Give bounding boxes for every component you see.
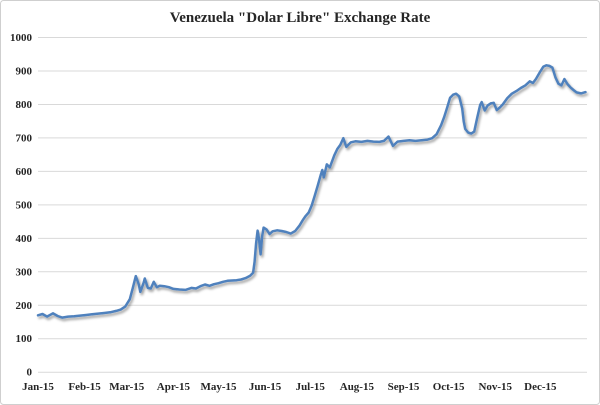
- y-tick-label: 500: [16, 199, 33, 211]
- y-tick-label: 800: [16, 99, 33, 111]
- x-tick-label: Nov-15: [478, 381, 512, 393]
- y-tick-label: 100: [16, 333, 33, 345]
- x-tick-label: May-15: [200, 381, 237, 393]
- x-tick-label: Jul-15: [296, 381, 326, 393]
- x-tick-label: Dec-15: [524, 381, 557, 393]
- x-tick-label: Mar-15: [109, 381, 145, 393]
- y-tick-label: 0: [27, 367, 33, 379]
- y-tick-label: 900: [16, 65, 33, 77]
- x-tick-label: Sep-15: [388, 381, 420, 393]
- y-tick-label: 200: [16, 300, 33, 312]
- x-tick-label: Oct-15: [433, 381, 465, 393]
- y-tick-label: 1000: [10, 32, 33, 44]
- x-tick-label: Jun-15: [249, 381, 282, 393]
- chart-title: Venezuela "Dolar Libre" Exchange Rate: [170, 10, 431, 26]
- x-tick-label: Apr-15: [157, 381, 191, 393]
- x-tick-label: Feb-15: [68, 381, 101, 393]
- y-axis-labels: 0 100 200 300 400 500 600 700 800 900 1000: [10, 32, 33, 379]
- x-tick-label: Aug-15: [340, 381, 375, 393]
- x-tick-label: Jan-15: [22, 381, 54, 393]
- y-tick-label: 700: [16, 132, 33, 144]
- series-line: [36, 64, 587, 319]
- y-tick-label: 600: [16, 166, 33, 178]
- x-axis-labels: Jan-15 Feb-15 Mar-15 Apr-15 May-15 Jun-15 Jul-…: [22, 381, 557, 393]
- y-tick-label: 300: [16, 266, 33, 278]
- y-tick-label: 400: [16, 233, 33, 245]
